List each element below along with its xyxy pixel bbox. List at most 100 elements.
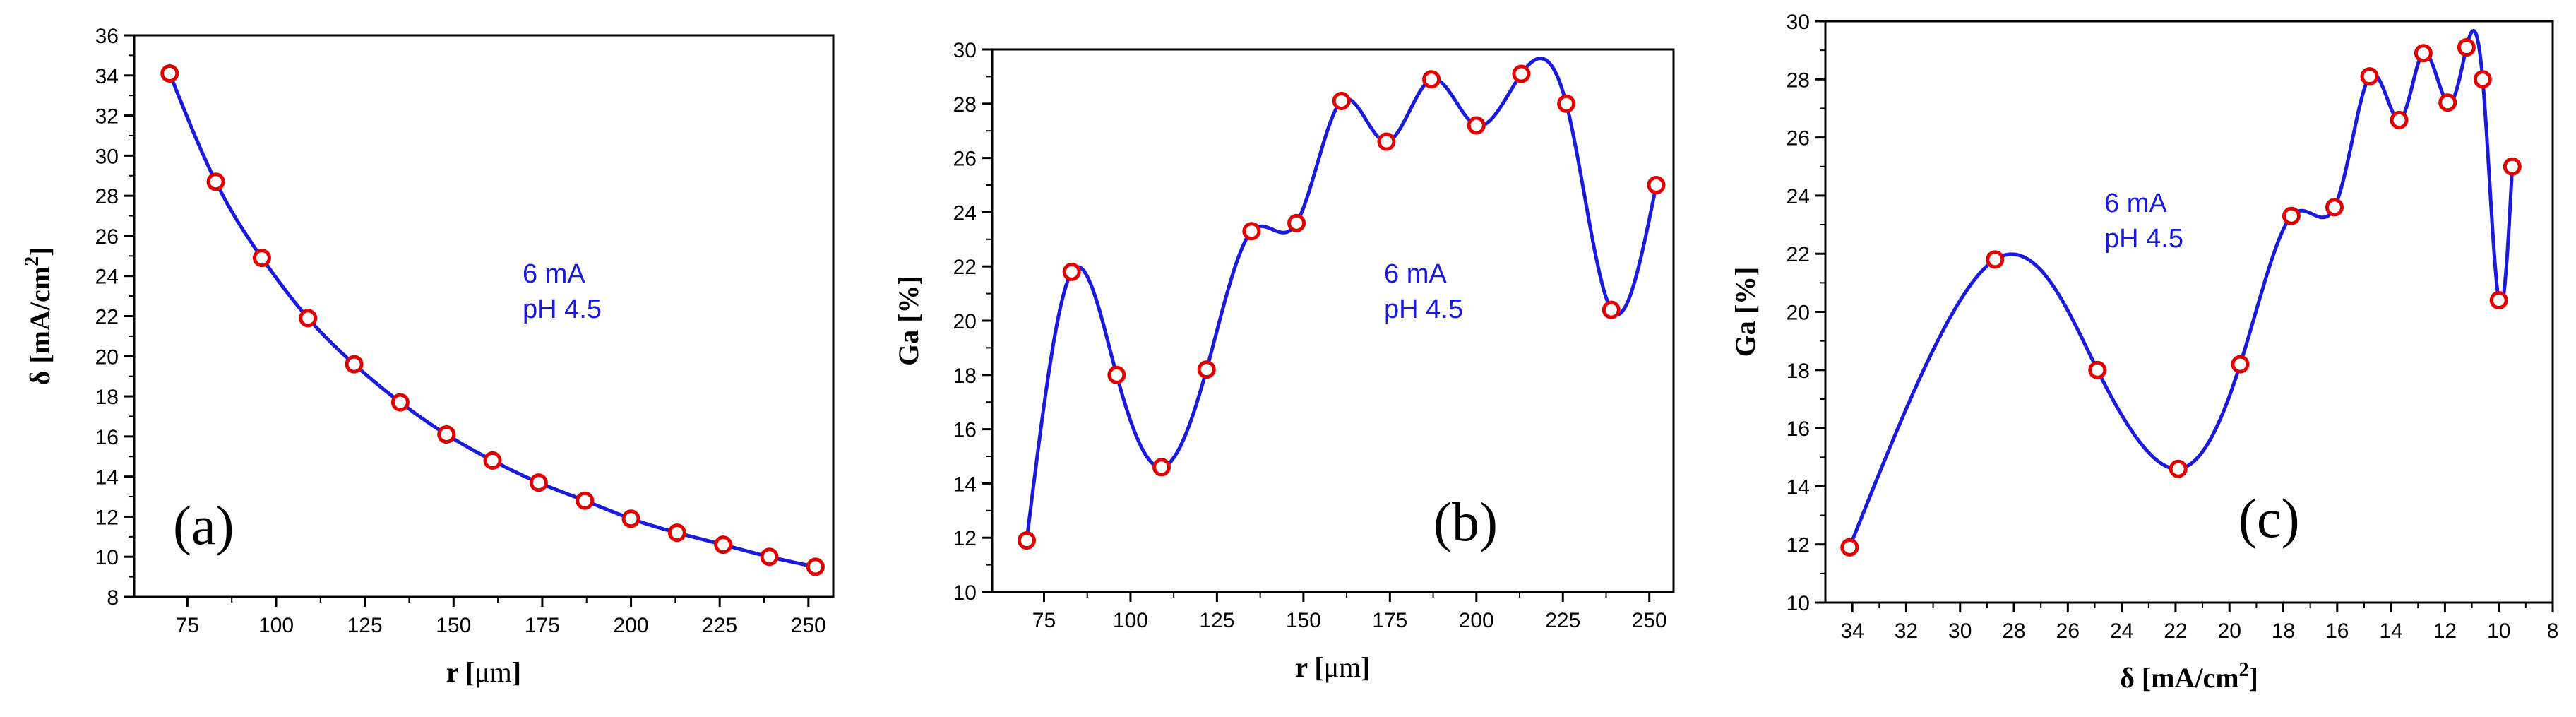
x-tick-label: 250 xyxy=(1632,609,1667,632)
x-tick-label: 34 xyxy=(1840,620,1864,643)
plot-frame xyxy=(133,34,835,598)
data-point xyxy=(576,491,595,510)
data-point xyxy=(2088,360,2107,379)
chart-panel: 75 100 125 150 175 200 225 250 10 12 14 16 18 20 22 24 2… xyxy=(893,39,1675,683)
y-tick-label: 24 xyxy=(1787,185,1810,208)
data-point xyxy=(1242,222,1261,241)
y-tick-label: 22 xyxy=(953,256,977,279)
data-point xyxy=(1422,70,1441,89)
data-point xyxy=(345,355,364,374)
x-tick-label: 175 xyxy=(1372,609,1407,632)
x-axis-title-unit: μm xyxy=(475,656,512,688)
x-tick-label: 26 xyxy=(2056,620,2080,643)
annotation-label: pH 4.5 xyxy=(523,295,602,324)
y-tick-label: 18 xyxy=(1787,360,1810,383)
data-point xyxy=(529,473,548,492)
x-axis-title-main: r [ xyxy=(1295,651,1323,683)
data-point xyxy=(760,547,779,567)
data-point xyxy=(1017,531,1036,550)
y-tick-label: 18 xyxy=(953,365,977,388)
annotation-label: 6 mA xyxy=(1384,259,1447,289)
y-tick-label: 16 xyxy=(1787,417,1810,441)
y-tick-label: 16 xyxy=(953,419,977,442)
y-axis-title-main: δ [mA/cm xyxy=(24,266,56,385)
data-point xyxy=(2489,291,2508,310)
x-tick-label: 28 xyxy=(2002,620,2025,643)
chart-panel: 75 100 125 150 175 200 225 250 8 10 12 14 16 18 20 22 24… xyxy=(21,25,835,688)
annotation-label: 6 mA xyxy=(523,259,585,289)
data-point xyxy=(2503,157,2522,176)
data-point xyxy=(1332,91,1351,110)
x-tick-label: 22 xyxy=(2164,620,2187,643)
x-axis-title-sup: 2 xyxy=(2239,659,2249,681)
x-axis-title-close: ] xyxy=(1361,651,1370,683)
x-tick-label: 175 xyxy=(525,614,560,637)
y-tick-label: 24 xyxy=(95,266,119,289)
data-point xyxy=(2282,206,2301,225)
x-tick-label: 18 xyxy=(2272,620,2295,643)
data-point xyxy=(1107,365,1126,384)
x-axis-title: δ [mA/cm2] xyxy=(2120,659,2258,694)
data-point xyxy=(1512,64,1531,83)
x-tick-label: 10 xyxy=(2487,620,2510,643)
y-tick-label: 24 xyxy=(953,201,977,225)
data-point xyxy=(1062,262,1081,281)
data-point xyxy=(621,509,640,528)
y-tick-label: 34 xyxy=(95,65,119,88)
data-point xyxy=(1197,360,1216,379)
data-point xyxy=(160,64,179,83)
y-tick-label: 26 xyxy=(95,225,119,249)
x-tick-label: 150 xyxy=(1286,609,1321,632)
x-axis-title: r [μm] xyxy=(1295,651,1370,683)
data-point xyxy=(437,425,456,444)
data-point xyxy=(2438,93,2457,112)
y-axis-title-main: Ga [%] xyxy=(893,275,924,366)
annotation-label: pH 4.5 xyxy=(2104,224,2183,254)
data-point xyxy=(1986,250,2005,269)
x-axis-title-close: ] xyxy=(512,656,521,688)
y-tick-label: 14 xyxy=(1787,475,1810,499)
x-tick-label: 225 xyxy=(702,614,737,637)
data-point xyxy=(1557,94,1576,113)
y-axis-title-main: Ga [%] xyxy=(1729,267,1761,357)
x-tick-label: 8 xyxy=(2547,620,2559,643)
x-axis-title: r [μm] xyxy=(446,656,521,688)
series-line xyxy=(167,72,816,569)
y-tick-label: 20 xyxy=(95,345,119,369)
y-tick-label: 10 xyxy=(95,546,119,569)
y-axis-title: Ga [%] xyxy=(1729,267,1761,357)
data-point xyxy=(2360,67,2379,86)
x-tick-label: 20 xyxy=(2218,620,2241,643)
y-tick-label: 22 xyxy=(95,306,119,329)
x-axis-title-main: r [ xyxy=(446,656,475,688)
data-point xyxy=(1602,300,1621,319)
y-tick-label: 22 xyxy=(1787,243,1810,266)
data-point xyxy=(483,451,502,470)
data-point xyxy=(390,393,410,412)
data-point xyxy=(206,172,225,191)
x-tick-label: 75 xyxy=(176,614,199,637)
panel-label: (b) xyxy=(1433,491,1498,552)
y-tick-label: 14 xyxy=(953,473,977,496)
data-point xyxy=(1287,213,1306,232)
x-axis-title-main: δ [mA/cm xyxy=(2120,662,2238,694)
y-tick-label: 20 xyxy=(953,310,977,333)
series-line xyxy=(1025,57,1658,541)
y-axis-title: δ [mA/cm2] xyxy=(21,247,56,386)
data-point xyxy=(806,557,825,576)
y-tick-label: 30 xyxy=(95,145,119,168)
y-tick-label: 16 xyxy=(95,426,119,449)
x-tick-label: 225 xyxy=(1545,609,1580,632)
y-tick-label: 12 xyxy=(95,506,119,529)
y-tick-label: 30 xyxy=(953,39,977,62)
x-axis-title-close: ] xyxy=(2249,662,2258,694)
y-tick-label: 36 xyxy=(95,25,119,48)
data-point xyxy=(714,535,733,555)
y-tick-label: 28 xyxy=(1787,69,1810,92)
data-point xyxy=(299,309,318,328)
y-tick-label: 30 xyxy=(1787,11,1810,34)
data-point xyxy=(2325,198,2344,217)
data-point xyxy=(1467,116,1486,135)
data-point xyxy=(1377,132,1396,151)
